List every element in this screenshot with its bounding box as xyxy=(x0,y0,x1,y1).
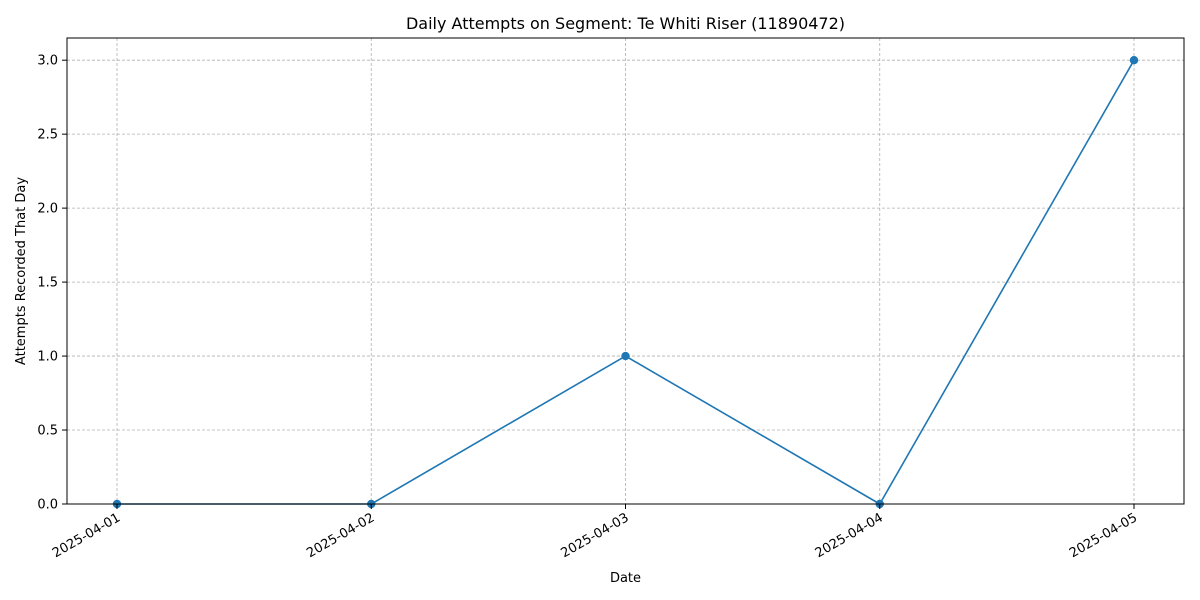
plot-frame xyxy=(66,37,1185,505)
y-tick-label: 2.0 xyxy=(37,202,58,217)
y-tick-label: 1.5 xyxy=(37,276,58,291)
y-axis-label: Attempts Recorded That Day xyxy=(14,177,29,365)
grid-lines xyxy=(67,38,1184,505)
x-axis-label: Date xyxy=(610,571,641,586)
y-tick-label: 3.0 xyxy=(37,54,58,69)
data-point xyxy=(621,351,630,361)
y-tick-label: 0.5 xyxy=(37,424,58,439)
chart-title: Daily Attempts on Segment: Te Whiti Rise… xyxy=(406,14,845,33)
data-point xyxy=(1129,55,1139,65)
y-tick-label: 0.0 xyxy=(37,498,58,513)
y-tick-label: 2.5 xyxy=(37,128,58,143)
y-tick-label: 1.0 xyxy=(37,350,58,365)
